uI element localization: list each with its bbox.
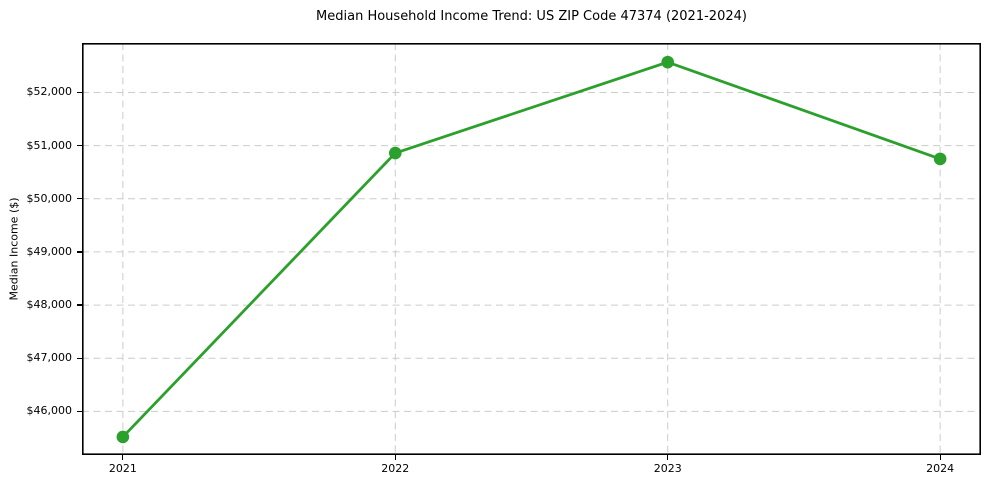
data-point-2022 (388, 146, 402, 160)
plot-area (82, 43, 982, 455)
y-tick-label: $50,000 (26, 191, 73, 205)
y-tick-label: $48,000 (26, 298, 73, 312)
chart-title: Median Household Income Trend: US ZIP Co… (316, 9, 747, 24)
y-tick-label: $47,000 (26, 351, 73, 365)
y-tick-mark (77, 251, 82, 253)
y-tick-mark (77, 91, 82, 94)
y-tick-mark (77, 410, 82, 412)
x-tick-mark (394, 455, 396, 460)
y-tick-mark (77, 145, 82, 147)
x-tick-label: 2024 (926, 462, 955, 475)
y-tick-label: $49,000 (26, 244, 73, 258)
y-tick-mark (77, 304, 82, 306)
x-tick-label: 2022 (381, 462, 410, 475)
y-tick-label: $51,000 (26, 138, 73, 152)
y-tick-mark (77, 357, 82, 359)
x-tick-mark (122, 455, 124, 460)
x-tick-label: 2021 (108, 462, 137, 475)
x-tick-label: 2023 (653, 462, 682, 475)
y-tick-mark (77, 198, 82, 200)
trend-line (121, 60, 942, 439)
data-point-2023 (661, 55, 675, 69)
data-point-2021 (116, 430, 130, 444)
y-tick-label: $52,000 (26, 85, 73, 99)
line-plot-canvas (82, 43, 982, 455)
y-tick-label: $46,000 (26, 404, 73, 418)
axes-spines (82, 43, 982, 455)
x-tick-mark (939, 455, 941, 460)
x-tick-mark (667, 455, 669, 460)
data-point-2024 (933, 152, 947, 166)
